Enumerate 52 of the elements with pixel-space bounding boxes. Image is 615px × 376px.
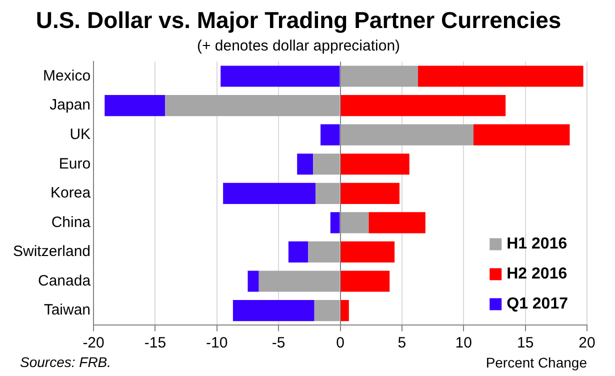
bar [340, 241, 395, 263]
bar [418, 66, 584, 87]
bar [316, 182, 340, 204]
x-tick-label: -15 [144, 334, 166, 352]
y-tick-label: China [51, 214, 92, 231]
chart-title: U.S. Dollar vs. Major Trading Partner Currencies [36, 7, 562, 34]
x-tick-label: 20 [578, 334, 596, 352]
bar [340, 182, 400, 204]
y-tick-label: UK [70, 126, 91, 143]
x-axis-title: Percent Change [486, 354, 588, 370]
legend-label: Q1 2017 [506, 296, 568, 313]
bar [340, 270, 390, 292]
bar [340, 154, 410, 175]
y-tick-label: Mexico [43, 67, 91, 84]
bar [248, 270, 259, 292]
y-tick-label: Euro [58, 155, 91, 172]
x-tick-label: -20 [82, 334, 104, 352]
bar [104, 94, 166, 116]
legend-label: H1 2016 [506, 236, 568, 253]
bar [223, 182, 316, 204]
bar [340, 94, 506, 116]
chart-subtitle: (+ denotes dollar appreciation) [196, 38, 400, 55]
bar [258, 270, 340, 292]
bar [368, 212, 426, 234]
x-tick-label: -10 [206, 334, 228, 352]
x-tick-label: -5 [272, 334, 286, 352]
y-tick-label: Japan [50, 96, 91, 114]
bar [232, 300, 314, 322]
y-tick-label: Switzerland [12, 243, 91, 260]
bar [313, 154, 340, 175]
bar [340, 124, 474, 146]
bar [330, 212, 340, 234]
bar [474, 124, 570, 146]
x-tick-label: 10 [455, 334, 472, 352]
source-note: Sources: FRB. [20, 354, 112, 370]
bar [314, 300, 340, 322]
bar [220, 66, 340, 87]
x-tick-label: 15 [516, 334, 534, 352]
y-tick-label: Canada [38, 272, 92, 290]
x-tick-label: 0 [336, 334, 344, 352]
bar [288, 241, 308, 263]
bar [320, 124, 340, 146]
bar [340, 300, 349, 322]
y-tick-label: Taiwan [44, 302, 91, 319]
x-tick-label: 5 [398, 334, 406, 352]
bar [340, 66, 418, 87]
bar [297, 154, 314, 175]
bar [340, 212, 369, 234]
bar [165, 94, 340, 116]
bar [308, 241, 340, 263]
y-tick-label: Korea [50, 184, 92, 202]
legend-label: H2 2016 [506, 266, 568, 283]
